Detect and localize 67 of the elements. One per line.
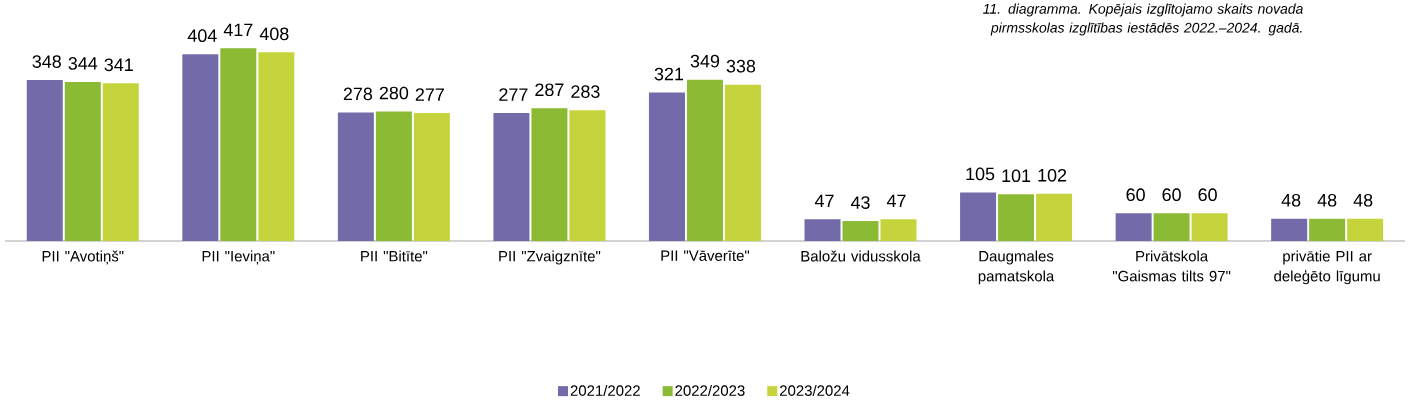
data-label: 60 bbox=[1198, 188, 1217, 202]
bar bbox=[337, 112, 374, 241]
data-label: 43 bbox=[850, 196, 870, 209]
x-tick-label: privātie PII ar deleģēto līgumu bbox=[1274, 250, 1380, 285]
data-label: 280 bbox=[379, 86, 409, 100]
bar bbox=[1191, 213, 1228, 241]
x-tick-label: Baložu vidusskola bbox=[801, 250, 921, 262]
bar bbox=[686, 79, 723, 241]
bar bbox=[724, 84, 761, 241]
data-label: 47 bbox=[814, 194, 834, 208]
bar bbox=[531, 108, 568, 241]
data-label: 48 bbox=[1317, 193, 1337, 207]
bar bbox=[1153, 213, 1190, 241]
bar bbox=[64, 81, 101, 241]
bar bbox=[258, 52, 295, 241]
data-label: 287 bbox=[535, 83, 564, 97]
bar bbox=[182, 54, 219, 241]
data-label: 60 bbox=[1162, 188, 1181, 202]
x-tick-label: Privātskola "Gaismas tilts 97" bbox=[1112, 250, 1231, 282]
bar bbox=[804, 219, 841, 241]
data-label: 101 bbox=[1002, 169, 1031, 183]
bar bbox=[569, 110, 606, 241]
x-tick-label: PII "Avotiņš" bbox=[42, 250, 124, 265]
legend-label: 2023/2024 bbox=[780, 384, 850, 396]
bar bbox=[1271, 218, 1308, 241]
legend-label: 2022/2023 bbox=[675, 384, 745, 396]
chart-title: 11. diagramma. Kopējais izglītojamo skaits novada pirmsskolas izglītības iestādēs 2022.–2024. gadā. bbox=[983, 3, 1303, 36]
x-tick-label: PII "Bitīte" bbox=[361, 250, 428, 262]
data-label: 60 bbox=[1126, 188, 1145, 202]
legend-label: 2021/2022 bbox=[570, 384, 640, 396]
bar bbox=[648, 92, 685, 241]
bar bbox=[413, 112, 450, 241]
data-label: 48 bbox=[1353, 193, 1373, 207]
data-label: 404 bbox=[187, 29, 217, 43]
data-label: 344 bbox=[68, 57, 98, 70]
data-label: 321 bbox=[654, 67, 684, 81]
bar bbox=[493, 112, 530, 241]
bar bbox=[102, 83, 139, 241]
data-label: 283 bbox=[571, 85, 600, 98]
data-label: 102 bbox=[1038, 168, 1067, 182]
data-label: 348 bbox=[32, 55, 61, 68]
bar bbox=[842, 221, 879, 241]
data-label: 338 bbox=[726, 59, 756, 73]
bar bbox=[1036, 193, 1073, 241]
x-tick-label: PII "Vāverīte" bbox=[661, 250, 750, 261]
x-tick-label: Daugmales pamatskola bbox=[978, 250, 1055, 285]
bar bbox=[26, 80, 63, 241]
data-label: 277 bbox=[415, 88, 444, 101]
x-tick-label: PII "Ieviņa" bbox=[202, 250, 275, 265]
data-label: 47 bbox=[886, 194, 906, 208]
x-tick-label: PII "Zvaigznīte" bbox=[499, 250, 601, 265]
bar bbox=[1115, 213, 1152, 241]
data-label: 278 bbox=[343, 87, 373, 101]
data-label: 417 bbox=[223, 23, 253, 36]
data-label: 408 bbox=[259, 27, 289, 41]
data-label: 48 bbox=[1281, 193, 1301, 207]
bar bbox=[1347, 218, 1384, 241]
bar bbox=[1309, 218, 1346, 241]
bar bbox=[375, 111, 412, 241]
bar bbox=[998, 194, 1035, 241]
data-label: 349 bbox=[690, 54, 720, 68]
bar bbox=[220, 48, 257, 241]
bar bbox=[960, 192, 997, 241]
data-label: 105 bbox=[966, 167, 995, 181]
data-label: 341 bbox=[104, 58, 133, 72]
data-label: 277 bbox=[499, 88, 528, 101]
bar bbox=[880, 219, 917, 241]
